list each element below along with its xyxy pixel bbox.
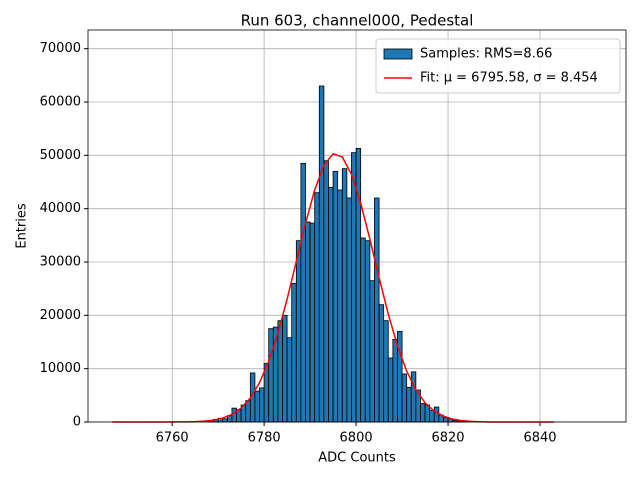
- x-tick-label: 6840: [523, 431, 556, 446]
- x-tick-label: 6820: [431, 431, 464, 446]
- bar: [351, 152, 357, 423]
- bar: [314, 192, 320, 423]
- legend-swatch: [383, 48, 413, 60]
- y-tick-label: 30000: [40, 255, 81, 270]
- y-tick-label: 0: [73, 415, 81, 430]
- bar: [374, 197, 380, 423]
- bar: [410, 371, 417, 423]
- bar: [397, 330, 403, 423]
- bar: [383, 320, 389, 423]
- bar: [401, 373, 408, 423]
- y-tick-label: 20000: [40, 308, 81, 323]
- y-tick-label: 60000: [40, 95, 81, 110]
- bar: [406, 386, 412, 423]
- bar: [286, 337, 293, 423]
- bar: [392, 338, 398, 423]
- bar: [420, 402, 426, 423]
- bar: [300, 162, 306, 423]
- bar: [323, 160, 329, 423]
- bar: [277, 320, 283, 423]
- chart-title: Run 603, channel000, Pedestal: [241, 12, 474, 30]
- x-tick-label: 6760: [156, 431, 189, 446]
- bar: [387, 357, 394, 423]
- bar: [259, 387, 265, 423]
- bar: [268, 328, 274, 423]
- legend-label: Samples: RMS=8.66: [420, 47, 552, 62]
- bar: [328, 186, 334, 423]
- bar: [309, 222, 316, 423]
- bar: [429, 409, 435, 423]
- x-axis-label: ADC Counts: [318, 451, 396, 466]
- bar: [318, 85, 325, 423]
- bar: [378, 304, 385, 423]
- bar: [341, 168, 348, 423]
- bar: [222, 418, 228, 423]
- bar: [424, 404, 431, 423]
- y-tick-label: 50000: [40, 148, 81, 163]
- plot-frame: [87, 29, 627, 423]
- bar: [369, 280, 375, 423]
- bar: [254, 390, 260, 423]
- x-tick-label: 6780: [248, 431, 281, 446]
- bar: [282, 314, 288, 423]
- bar: [337, 189, 343, 423]
- bar: [231, 407, 237, 423]
- y-axis-label: Entries: [15, 203, 30, 249]
- bar: [291, 282, 297, 423]
- y-tick-label: 70000: [40, 41, 81, 56]
- bar: [332, 170, 339, 423]
- bar: [360, 237, 366, 423]
- bar: [305, 221, 311, 423]
- bar: [295, 240, 302, 423]
- y-tick-label: 40000: [40, 201, 81, 216]
- bar: [443, 417, 449, 423]
- legend-label: Fit: μ = 6795.58, σ = 8.454: [420, 71, 598, 86]
- bar: [433, 406, 440, 423]
- x-tick-label: 6800: [340, 431, 373, 446]
- legend-box: [375, 38, 621, 94]
- bar: [245, 400, 251, 423]
- y-tick-label: 10000: [40, 361, 81, 376]
- bar: [364, 240, 371, 423]
- bar: [346, 197, 352, 423]
